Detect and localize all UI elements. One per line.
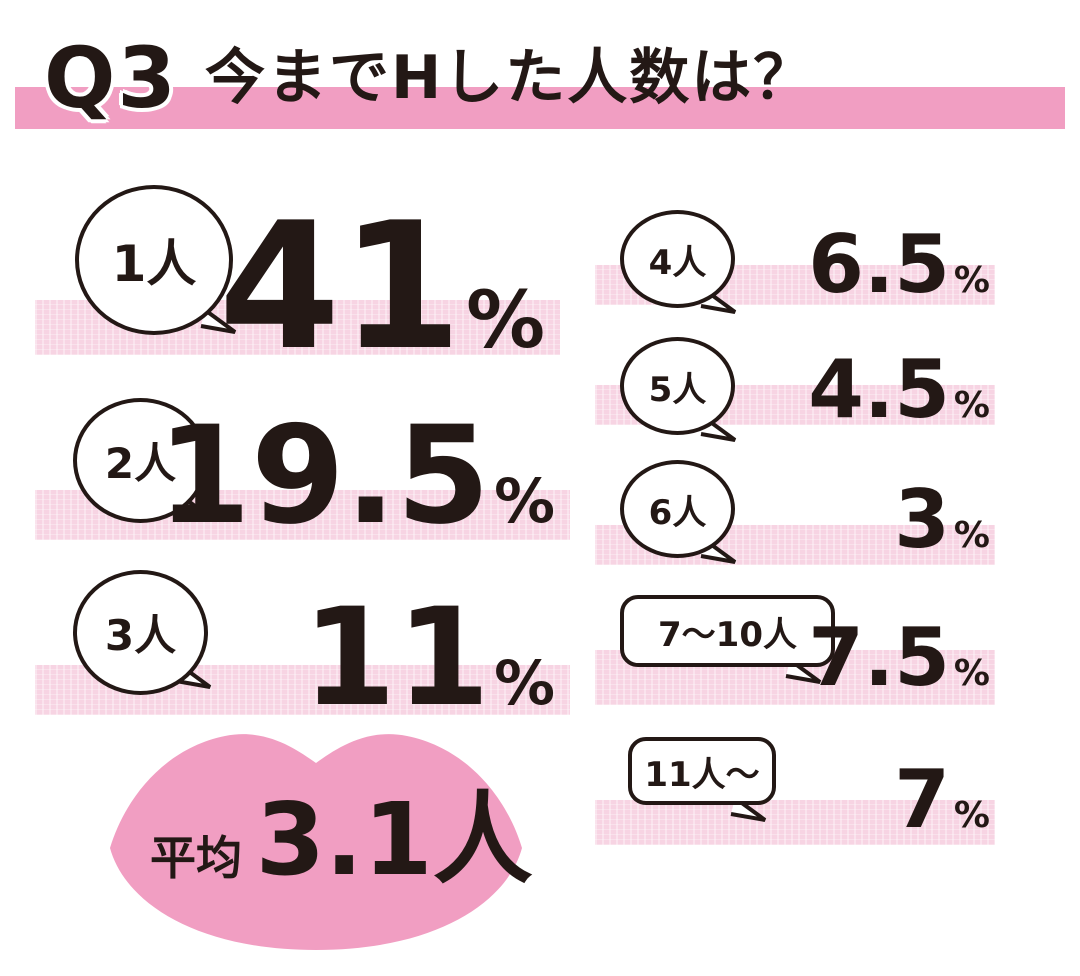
percentage-value: 3%: [894, 480, 990, 560]
percentage-value: 11%: [302, 590, 555, 725]
speech-bubble-label: 11人〜: [628, 737, 776, 805]
percentage-value: 41%: [219, 200, 545, 375]
speech-bubble-label: 2人: [73, 398, 208, 523]
question-number: Q3: [44, 29, 178, 127]
speech-bubble-label: 1人: [75, 185, 233, 335]
percent-sign: %: [953, 385, 990, 426]
average: 平均 3.1人: [150, 790, 533, 890]
page-title: 今までHした人数は？: [205, 43, 816, 113]
speech-bubble-label: 4人: [620, 210, 735, 308]
percent-sign: %: [953, 795, 990, 836]
percent-sign: %: [494, 467, 555, 537]
percent-sign: %: [494, 649, 555, 719]
speech-bubble-label: 6人: [620, 460, 735, 558]
percent-sign: %: [466, 274, 545, 366]
percentage-value: 19.5%: [157, 408, 555, 543]
speech-bubble-label: 5人: [620, 337, 735, 435]
value-number: 4.5: [808, 343, 950, 436]
value-number: 6.5: [808, 218, 950, 311]
percentage-value: 7.5%: [808, 618, 990, 698]
percentage-value: 4.5%: [808, 350, 990, 430]
percent-sign: %: [953, 515, 990, 556]
average-value: 3.1人: [255, 781, 533, 898]
title-bar: [15, 87, 1065, 129]
speech-bubble-label: 7〜10人: [620, 595, 835, 667]
percent-sign: %: [953, 260, 990, 301]
speech-bubble-label: 3人: [73, 570, 208, 695]
value-number: 41: [218, 186, 463, 389]
value-number: 7: [894, 753, 950, 846]
value-number: 11: [302, 579, 491, 736]
value-number: 7.5: [808, 611, 950, 704]
stripe-background: [595, 800, 995, 845]
lips-shape: [110, 734, 522, 950]
value-number: 19.5: [157, 397, 491, 554]
value-number: 3: [894, 473, 950, 566]
percent-sign: %: [953, 653, 990, 694]
average-label: 平均: [150, 831, 242, 885]
percentage-value: 6.5%: [808, 225, 990, 305]
percentage-value: 7%: [894, 760, 990, 840]
